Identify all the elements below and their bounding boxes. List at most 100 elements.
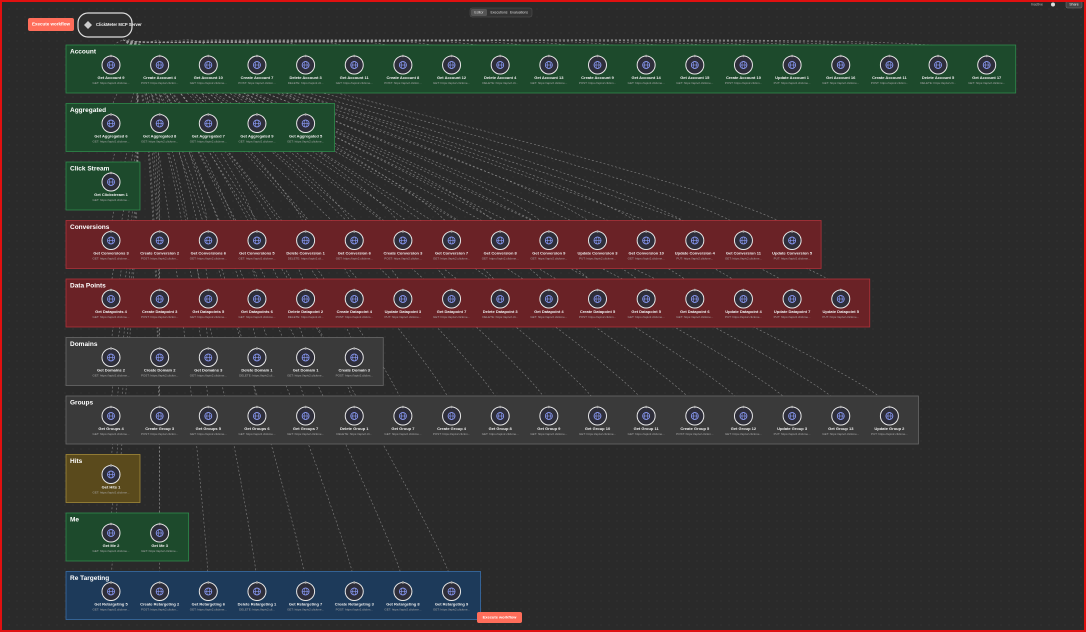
node-subtitle: DELETE: https://apiv2.cli... [288, 256, 324, 260]
node-label: Get Account 13 [534, 75, 564, 80]
node-label: Create Conversion 3 [383, 251, 423, 256]
node-label: Get Account 11 [340, 75, 370, 80]
node-label: Get Datapoints 5 [192, 309, 225, 314]
node-label: Delete Conversion 1 [286, 251, 325, 256]
node-subtitle: GET: https://apiv2.clickme... [190, 607, 227, 611]
tab-label[interactable]: Executions [490, 10, 507, 14]
node-port [353, 347, 356, 350]
node-port [304, 54, 307, 58]
node-subtitle: POST: https://apiv2.clickm... [579, 81, 617, 85]
node-port [353, 54, 356, 58]
node-label: Create Group 4 [437, 426, 467, 431]
node-label: Create Retargeting 3 [335, 602, 375, 607]
node-label: Create Datapoint 3 [142, 309, 178, 314]
execute-button[interactable] [28, 18, 74, 31]
node-subtitle: GET: https://apiv2.clickme... [530, 81, 567, 85]
node-port [790, 230, 794, 233]
node-port [839, 54, 842, 58]
node-subtitle: POST: https://apiv2.clickm... [336, 373, 374, 377]
node-port [158, 113, 161, 116]
node-port [401, 288, 405, 292]
node-label: Get Domains 2 [97, 368, 126, 373]
tab-label[interactable]: Evaluations [510, 10, 528, 14]
node-label: Get Account 9 [98, 75, 126, 80]
node-port [547, 288, 551, 292]
node-subtitle: GET: https://apiv2.clickme... [482, 432, 519, 436]
mcp-server-node[interactable] [77, 12, 133, 38]
tab-active [471, 9, 487, 16]
execute-button-label[interactable]: Execute workflow [32, 22, 71, 27]
node-subtitle: GET: https://apiv2.clickme... [628, 81, 665, 85]
node-port [790, 54, 794, 58]
node-label: Get Conversion 6 [338, 251, 372, 256]
active-toggle[interactable] [1051, 2, 1055, 7]
node-label: Update Datapoint 5 [823, 309, 860, 314]
connection [122, 39, 404, 232]
node-label: Update Datapoint 4 [725, 309, 762, 314]
node-label: Get Account 14 [632, 75, 662, 80]
node-subtitle: POST: https://apiv2.clickm... [141, 315, 179, 319]
node-subtitle: DELETE: https://apiv2.cli... [482, 315, 518, 319]
node-subtitle: GET: https://apiv2.clickme... [141, 139, 178, 143]
node-port [207, 347, 210, 350]
node-subtitle: GET: https://apiv2.clickme... [725, 432, 762, 436]
node-port [304, 347, 307, 350]
footer-button[interactable] [477, 612, 522, 623]
node-label: Get Datapoint 4 [534, 309, 564, 314]
node-port [644, 288, 648, 292]
node-port [353, 405, 356, 409]
node-subtitle: GET: https://apiv2.clickme... [676, 315, 713, 319]
node-subtitle: PUT: https://apiv2.clickme... [774, 315, 811, 319]
node-subtitle: GET: https://apiv2.clickme... [190, 139, 227, 143]
node-label: Get Conversions 6 [191, 251, 227, 256]
group-title: Data Points [70, 283, 106, 290]
node-label: Get Group 8 [489, 426, 513, 431]
node-port [644, 230, 648, 233]
node-port [450, 405, 453, 409]
node-subtitle: POST: https://apiv2.clickm... [579, 315, 617, 319]
node-label: Get Conversion 8 [484, 251, 518, 256]
footer-button-label[interactable]: Execute workflow [483, 615, 518, 620]
node-port [353, 581, 356, 584]
node-subtitle: GET: https://apiv2.clickme... [92, 432, 129, 436]
node-subtitle: POST: https://apiv2.clickm... [871, 81, 909, 85]
node-subtitle: POST: https://apiv2.clickm... [433, 432, 471, 436]
node-subtitle: GET: https://apiv2.clickme... [238, 432, 275, 436]
node-port [109, 230, 113, 233]
node-port [888, 405, 891, 409]
node-subtitle: DELETE: https://apiv2.cli... [239, 373, 275, 377]
node-subtitle: DELETE: https://apiv2.cli... [288, 81, 324, 85]
node-subtitle: GET: https://apiv2.clickme... [92, 198, 129, 202]
node-port [109, 581, 113, 584]
node-label: Create Account 4 [143, 75, 177, 80]
tab-label[interactable]: Editor [474, 10, 484, 14]
node-subtitle: POST: https://apiv2.clickm... [141, 607, 179, 611]
connection [122, 39, 258, 291]
node-port [401, 230, 405, 233]
node-label: Create Account 7 [241, 75, 275, 80]
node-subtitle: GET: https://apiv2.clickme... [628, 315, 665, 319]
node-subtitle: GET: https://apiv2.clickme... [287, 607, 324, 611]
node-port [499, 230, 502, 233]
share-label[interactable]: Share [1069, 2, 1078, 6]
node-subtitle: PUT: https://apiv2.clickme... [774, 256, 811, 260]
node-label: Get Conversion 7 [435, 251, 469, 256]
node-label: Get Datapoints 4 [95, 309, 128, 314]
node-port [255, 405, 259, 409]
node-label: Update Datapoint 3 [385, 309, 422, 314]
node-port [207, 288, 210, 292]
groups: Account Get Account 9 GET: https://apiv2.c… [65, 44, 1017, 620]
group-title: Hits [70, 458, 83, 465]
node-label: Get Me 2 [103, 543, 120, 548]
node-port [401, 405, 405, 409]
node-port [644, 54, 648, 58]
node-label: Create Datapoint 5 [580, 309, 616, 314]
node-subtitle: GET: https://apiv2.clickme... [92, 373, 129, 377]
node-port [158, 581, 161, 584]
node-subtitle: DELETE: https://apiv2.cli... [336, 432, 372, 436]
node-label: Get Groups 7 [293, 426, 319, 431]
connection [110, 39, 139, 174]
node-label: Get Aggregated 9 [240, 134, 274, 139]
node-subtitle: POST: https://apiv2.clickm... [384, 256, 422, 260]
